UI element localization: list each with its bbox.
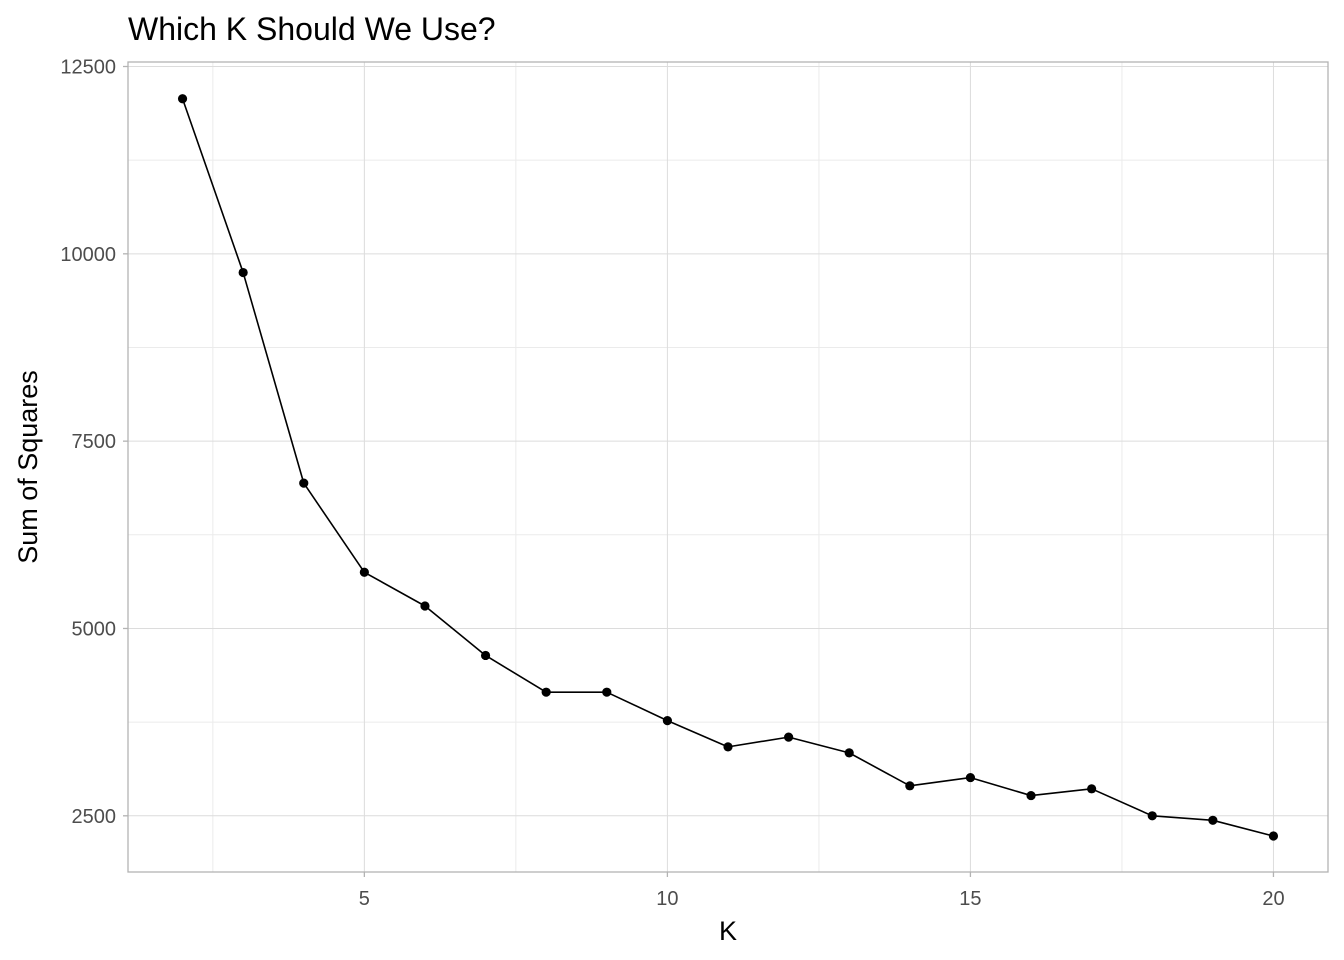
x-tick-label: 5 bbox=[359, 888, 370, 910]
data-point bbox=[1268, 831, 1279, 841]
data-point bbox=[177, 94, 188, 104]
y-tick-label: 10000 bbox=[60, 244, 116, 266]
data-point bbox=[541, 687, 551, 697]
chart-title: Which K Should We Use? bbox=[128, 11, 496, 47]
x-tick-label: 10 bbox=[656, 888, 678, 910]
data-point bbox=[1026, 790, 1036, 801]
data-point bbox=[238, 267, 248, 278]
grid-layer bbox=[128, 62, 1328, 872]
data-point bbox=[965, 772, 976, 783]
data-point bbox=[480, 650, 491, 661]
axis-layer: 5 10 15 20 2500 5000 7500 10000 12500 bbox=[60, 56, 1284, 910]
data-point bbox=[1147, 811, 1157, 821]
y-tick-label: 5000 bbox=[72, 618, 117, 640]
y-axis-title: Sum of Squares bbox=[13, 370, 43, 564]
x-axis-title: K bbox=[719, 916, 737, 946]
data-point bbox=[662, 716, 672, 726]
data-point bbox=[1208, 815, 1218, 825]
x-tick-label: 15 bbox=[959, 888, 981, 910]
data-point bbox=[420, 601, 430, 611]
series-layer bbox=[177, 94, 1279, 841]
data-point bbox=[844, 748, 854, 758]
y-tick-label: 12500 bbox=[60, 56, 116, 78]
data-point bbox=[359, 567, 369, 577]
data-point bbox=[784, 732, 794, 742]
series-line bbox=[181, 98, 1274, 837]
x-tick-label: 20 bbox=[1262, 888, 1284, 910]
data-point bbox=[723, 742, 733, 752]
data-point bbox=[299, 478, 309, 488]
panel-border bbox=[127, 61, 1329, 873]
data-point bbox=[905, 781, 915, 791]
data-point bbox=[602, 687, 612, 697]
data-point bbox=[1087, 784, 1097, 794]
y-tick-label: 2500 bbox=[72, 806, 117, 828]
y-tick-label: 7500 bbox=[72, 431, 117, 453]
